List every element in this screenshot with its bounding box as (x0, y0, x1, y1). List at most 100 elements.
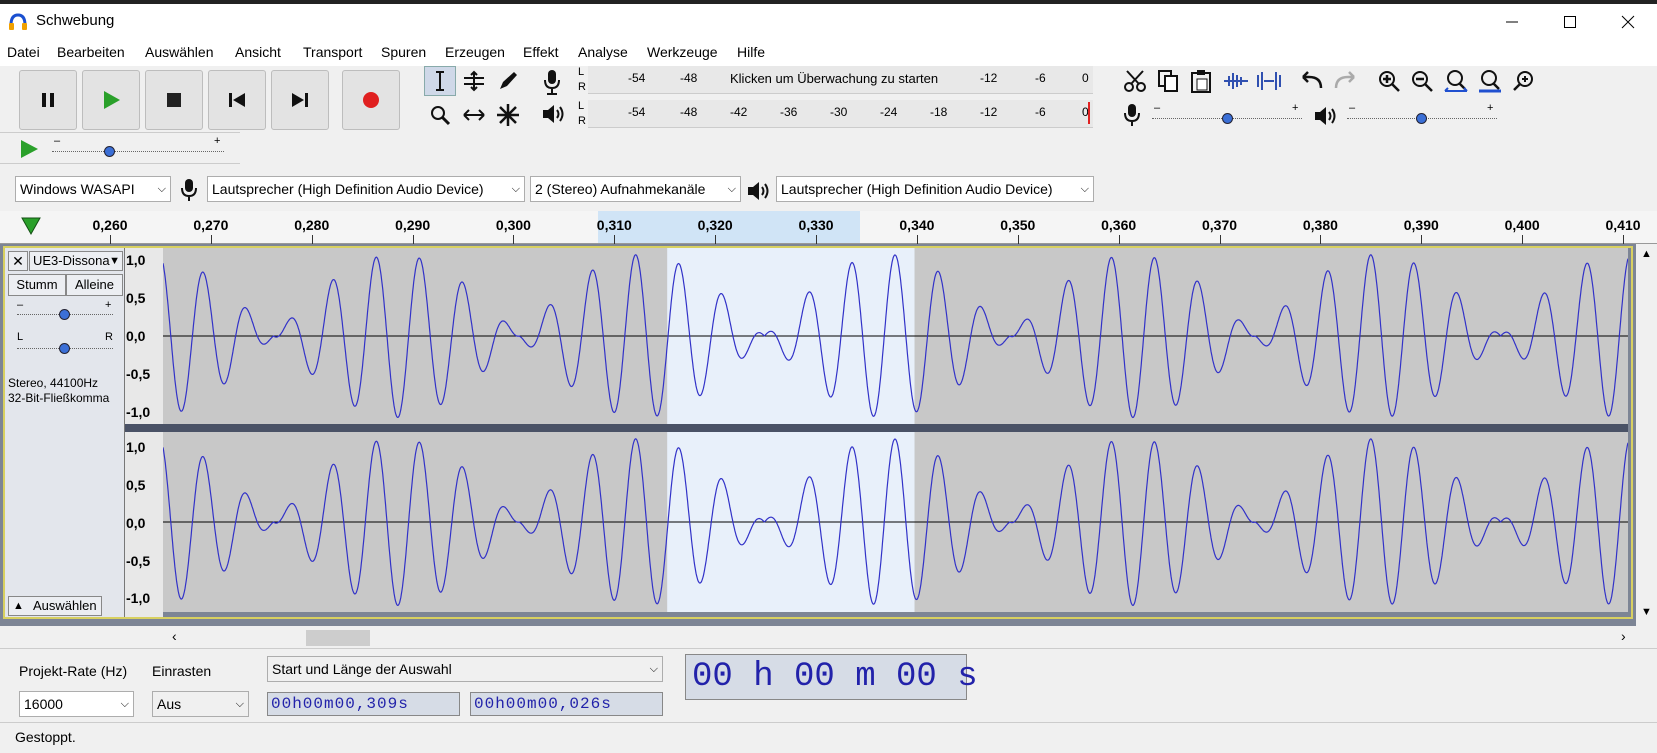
trim-audio-icon[interactable] (1220, 66, 1252, 96)
slider-thumb[interactable] (59, 309, 70, 320)
menu-effekt[interactable]: Effekt (523, 44, 559, 60)
copy-icon[interactable] (1152, 66, 1184, 96)
zoom-out-icon[interactable] (1406, 66, 1438, 96)
draw-tool-icon[interactable] (492, 66, 524, 96)
envelope-tool-icon[interactable] (458, 66, 490, 96)
menu-auswaehlen[interactable]: Auswählen (145, 44, 214, 60)
track-pan-slider[interactable]: L R (17, 331, 113, 356)
zoom-in-icon[interactable] (1373, 66, 1405, 96)
track-sample-format: 32-Bit-Fließkomma (8, 391, 110, 405)
record-meter[interactable]: -54 -48 Klicken um Überwachung zu starte… (588, 66, 1093, 94)
fit-project-icon[interactable] (1474, 66, 1506, 96)
cut-icon[interactable] (1119, 66, 1151, 96)
track-select-button[interactable]: ▲ Auswählen (8, 596, 102, 616)
multi-tool-icon[interactable] (492, 100, 524, 130)
minimize-button[interactable] (1483, 4, 1541, 40)
menu-werkzeuge[interactable]: Werkzeuge (647, 44, 718, 60)
scroll-up-icon[interactable]: ▲ (1641, 248, 1652, 260)
track-format-info: Stereo, 44100Hz (8, 376, 99, 390)
record-meter-hint[interactable]: Klicken um Überwachung zu starten (730, 71, 939, 86)
scroll-down-icon[interactable]: ▼ (1641, 606, 1652, 618)
close-track-button[interactable]: ✕ (8, 251, 28, 271)
close-window-button[interactable] (1599, 4, 1657, 40)
scale-label: 0,5 (126, 290, 146, 306)
maximize-button[interactable] (1541, 4, 1599, 40)
scale-label: 0,5 (126, 477, 146, 493)
undo-icon[interactable] (1296, 66, 1328, 96)
selection-tool-icon[interactable] (424, 66, 456, 96)
slider-thumb[interactable] (59, 343, 70, 354)
timeline-ruler[interactable]: 0,260 0,270 0,280 0,290 0,300 0,310 0,320 0,330… (0, 211, 1657, 244)
play-button[interactable] (82, 70, 140, 130)
track-name-menu[interactable]: UE3-Dissona ▼ (29, 251, 123, 271)
ruler-label: 0,340 (899, 217, 935, 233)
mute-button[interactable]: Stumm (8, 274, 66, 296)
waveform-channel-right[interactable] (162, 432, 1629, 612)
meter-tick: -6 (1035, 105, 1046, 119)
menu-datei[interactable]: Datei (7, 44, 40, 60)
selection-start-time[interactable]: 00h00m00,309s (267, 692, 460, 716)
recording-device-value: Lautsprecher (High Definition Audio Devi… (212, 181, 484, 197)
slider-thumb[interactable] (1222, 113, 1233, 124)
playback-volume-slider[interactable]: – + (1347, 102, 1497, 124)
scroll-thumb[interactable] (306, 630, 370, 646)
track-select-label: Auswählen (33, 598, 97, 613)
mic-icon[interactable] (541, 68, 563, 99)
scroll-left-icon[interactable]: ‹ (172, 628, 177, 644)
slider-thumb[interactable] (104, 146, 115, 157)
pause-button[interactable] (19, 70, 77, 130)
menu-bearbeiten[interactable]: Bearbeiten (57, 44, 125, 60)
project-rate-select[interactable]: 16000 ⌵ (19, 691, 134, 717)
track-gain-slider[interactable]: – + (17, 299, 113, 324)
recording-volume-slider[interactable]: – + (1152, 102, 1302, 124)
ruler-tick (1017, 235, 1019, 244)
recording-device-select[interactable]: Lautsprecher (High Definition Audio Devi… (207, 176, 525, 202)
meter-tick: -24 (880, 105, 898, 119)
menu-hilfe[interactable]: Hilfe (737, 44, 766, 60)
stop-button[interactable] (145, 70, 203, 130)
menu-spuren[interactable]: Spuren (381, 44, 427, 60)
zoom-toggle-icon[interactable] (1508, 66, 1540, 96)
silence-audio-icon[interactable] (1253, 66, 1285, 96)
playback-meter[interactable]: -54 -48 -42 -36 -30 -24 -18 -12 -6 0 (588, 100, 1093, 128)
record-button[interactable] (342, 70, 400, 130)
slider-minus: – (1349, 102, 1356, 114)
ruler-tick (1421, 235, 1423, 244)
speaker-icon[interactable] (541, 102, 567, 129)
timeline-play-icon[interactable] (20, 216, 42, 239)
menu-transport[interactable]: Transport (303, 44, 363, 60)
selection-length-time[interactable]: 00h00m00,026s (470, 692, 663, 716)
meter-tick: -36 (780, 105, 798, 119)
audio-position-time[interactable]: 00 h 00 m 00 s (685, 654, 978, 700)
ruler-label: 0,260 (92, 217, 128, 233)
slider-thumb[interactable] (1416, 113, 1427, 124)
play-speed-slider[interactable]: – + (52, 135, 224, 157)
menu-erzeugen[interactable]: Erzeugen (445, 44, 505, 60)
skip-end-button[interactable] (271, 70, 329, 130)
zoom-tool-icon[interactable] (424, 100, 456, 130)
status-bar: Gestoppt. (0, 722, 1657, 753)
playback-device-select[interactable]: Lautsprecher (High Definition Audio Devi… (776, 176, 1094, 202)
redo-icon[interactable] (1329, 66, 1361, 96)
audio-host-select[interactable]: Windows WASAPI ⌵ (15, 176, 171, 202)
waveform-path (162, 254, 1629, 419)
vertical-scrollbar[interactable]: ▲ ▼ (1636, 244, 1657, 626)
selection-mode-select[interactable]: Start und Länge der Auswahl ⌵ (267, 656, 663, 682)
time-shift-tool-icon[interactable] (458, 100, 490, 130)
recording-channels-select[interactable]: 2 (Stereo) Aufnahmekanäle ⌵ (530, 176, 741, 202)
waveform-channel-left[interactable] (162, 248, 1629, 424)
fit-selection-icon[interactable] (1440, 66, 1472, 96)
menu-analyse[interactable]: Analyse (578, 44, 628, 60)
play-at-speed-icon[interactable] (18, 138, 40, 163)
scale-label: -1,0 (126, 590, 151, 606)
snap-select[interactable]: Aus ⌵ (152, 691, 249, 717)
ruler-label: 0,310 (596, 217, 632, 233)
paste-icon[interactable] (1185, 66, 1217, 96)
solo-button[interactable]: Alleine (66, 274, 123, 296)
horizontal-scrollbar[interactable]: ‹ › (0, 626, 1657, 648)
recording-volume-icon (1122, 102, 1142, 131)
skip-start-button[interactable] (208, 70, 266, 130)
scroll-right-icon[interactable]: › (1621, 628, 1626, 644)
ruler-tick (1623, 235, 1624, 244)
menu-ansicht[interactable]: Ansicht (235, 44, 281, 60)
